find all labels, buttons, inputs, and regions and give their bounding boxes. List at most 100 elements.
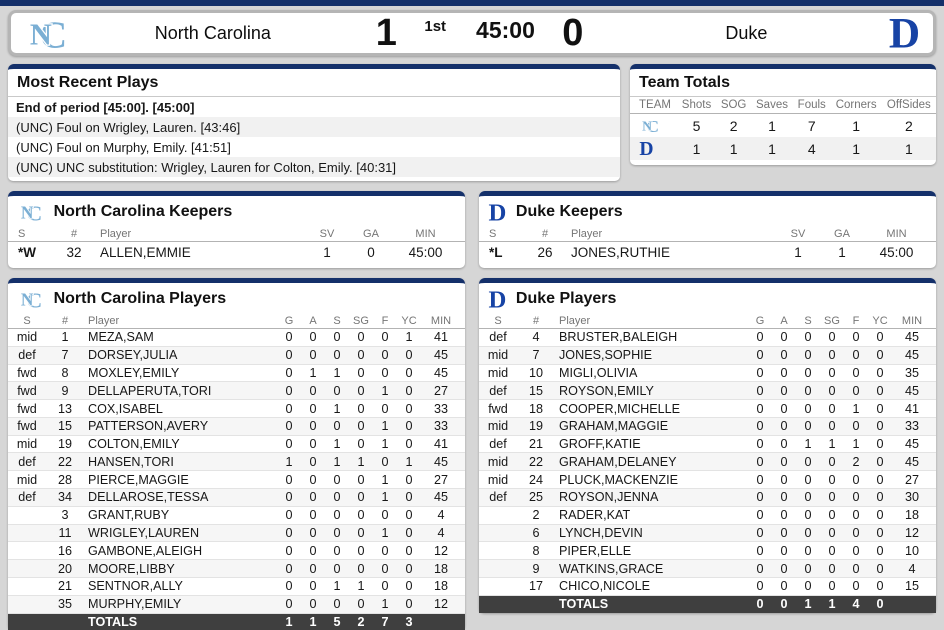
column-header: Player [84, 314, 277, 329]
cell: 27 [421, 470, 465, 490]
cell: 8 [517, 541, 555, 561]
cell: 1 [397, 328, 421, 347]
cell: 1 [323, 245, 331, 260]
cell: 0 [820, 381, 844, 401]
cell: 0 [868, 595, 892, 613]
cell: 0 [397, 399, 421, 418]
cell: 45:00 [408, 245, 443, 260]
cell [479, 577, 517, 596]
cell: 15 [892, 577, 936, 596]
cell: fwd [8, 381, 46, 401]
cell: 1 [277, 613, 301, 630]
column-header: SOG [716, 97, 752, 114]
unc-logo-icon: C N [23, 12, 71, 54]
cell: 0 [772, 524, 796, 543]
column-header: SV [776, 227, 820, 242]
plays-and-totals-row: Most Recent Plays End of period [45:00].… [8, 64, 936, 181]
cell: 0 [277, 328, 301, 347]
cell: 0 [772, 364, 796, 383]
table-row: (UNC) Foul on Murphy, Emily. [41:51] [8, 137, 620, 157]
cell: 0 [349, 488, 373, 507]
cell: 0 [820, 488, 844, 507]
cell: 33 [421, 399, 465, 418]
column-header: # [517, 314, 555, 329]
cell: def [8, 452, 46, 472]
svg-text:N: N [21, 204, 34, 223]
cell: PATTERSON,AVERY [84, 417, 277, 436]
table-row: 2 RADER,KAT 0 0 0 0 0 0 18 [479, 506, 936, 525]
cell: 0 [748, 559, 772, 578]
cell: 2 [729, 117, 738, 134]
cell: 13 [46, 399, 84, 418]
cell: BRUSTER,BALEIGH [555, 328, 748, 347]
column-header: SV [305, 227, 349, 242]
cell: 0 [301, 541, 325, 561]
cell: 0 [820, 506, 844, 525]
cell: 0 [301, 488, 325, 507]
cell: 0 [277, 399, 301, 418]
cell: 0 [796, 506, 820, 525]
cell: 0 [301, 346, 325, 365]
cell: 0 [772, 452, 796, 472]
cell: 0 [748, 470, 772, 490]
cell: 0 [301, 452, 325, 472]
cell: 0 [277, 595, 301, 614]
table-row: mid 22 GRAHAM,DELANEY 0 0 0 0 2 0 45 [479, 452, 936, 472]
table-row: mid 10 MIGLI,OLIVIA 0 0 0 0 0 0 35 [479, 364, 936, 383]
cell: 11 [46, 524, 84, 543]
cell: GAMBONE,ALEIGH [84, 541, 277, 561]
cell: 12 [421, 595, 465, 614]
cell: 0 [868, 506, 892, 525]
cell: 0 [796, 452, 820, 472]
home-team-name: North Carolina [154, 22, 271, 43]
team-totals-header-row: TEAM Shots SOG Saves Fouls Corners OffSides [630, 97, 936, 114]
cell: 1 [830, 137, 882, 160]
cell: 0 [277, 506, 301, 525]
cell: 32 [66, 245, 82, 260]
duke-logo-icon: D [639, 139, 673, 158]
cell: def [479, 488, 517, 507]
duke-logo-icon: D [488, 200, 507, 224]
cell: GROFF,KATIE [555, 435, 748, 454]
cell: def [479, 435, 517, 454]
cell: 0 [772, 417, 796, 436]
cell: 4 [844, 595, 868, 613]
cell: 0 [349, 595, 373, 614]
cell: RADER,KAT [555, 506, 748, 525]
cell: 12 [892, 524, 936, 543]
table-row: 17 CHICO,NICOLE 0 0 0 0 0 0 15 [479, 577, 936, 596]
column-header: # [523, 227, 567, 242]
unc-players-title-row: C N North Carolina Players [8, 283, 465, 314]
cell: 26 [537, 245, 553, 260]
cell [8, 506, 46, 525]
cell: mid [479, 417, 517, 436]
cell: 0 [868, 541, 892, 561]
cell: 0 [277, 524, 301, 543]
column-header: A [772, 314, 796, 329]
cell: DELLAPERUTA,TORI [84, 381, 277, 401]
cell: 41 [421, 435, 465, 454]
cell: 0 [868, 417, 892, 436]
duke-logo-icon: D [488, 287, 507, 311]
plays-table: End of period [45:00]. [45:00] (UNC) Foul… [8, 97, 620, 177]
cell: 0 [844, 559, 868, 578]
table-row: *L 26 JONES,RUTHIE 1 1 45:00 [479, 242, 936, 264]
cell: 15 [46, 417, 84, 436]
cell: 0 [868, 435, 892, 454]
cell: 1 [751, 137, 793, 160]
cell: 0 [844, 488, 868, 507]
duke-players-table: S # Player G A S SG F YC MIN def 4 BRUSTER,BALEIGH 0… [479, 314, 936, 613]
cell: 0 [397, 417, 421, 436]
cell: 0 [277, 559, 301, 578]
table-row: fwd 9 DELLAPERUTA,TORI 0 0 0 0 1 0 27 [8, 381, 465, 401]
unc-logo-cell: C N [630, 114, 677, 138]
cell: 0 [349, 524, 373, 543]
cell: 1 [820, 435, 844, 454]
table-row: mid 1 MEZA,SAM 0 0 0 0 0 1 41 [8, 328, 465, 347]
cell: 1 [349, 577, 373, 596]
cell: 0 [820, 417, 844, 436]
cell [8, 541, 46, 561]
cell: 0 [796, 559, 820, 578]
cell: 0 [820, 364, 844, 383]
duke-players-title: Duke Players [515, 290, 617, 307]
